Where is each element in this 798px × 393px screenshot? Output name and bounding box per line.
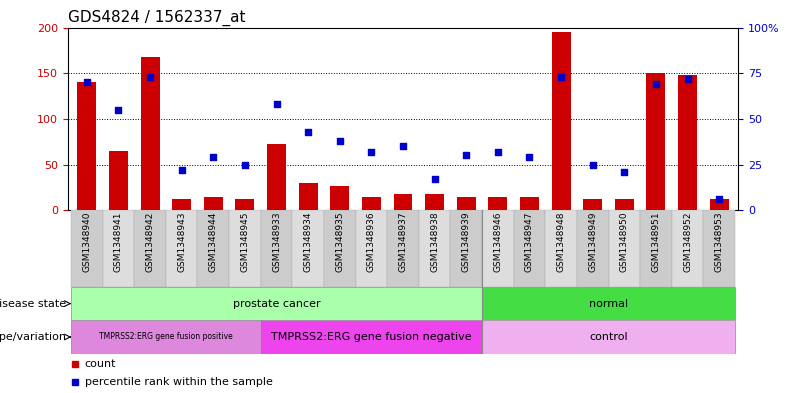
Bar — [577, 210, 609, 287]
Text: GSM1348951: GSM1348951 — [651, 212, 661, 272]
Bar — [330, 187, 350, 210]
Bar — [419, 210, 450, 287]
Point — [176, 167, 188, 173]
Bar — [387, 210, 419, 287]
Bar — [109, 151, 128, 210]
Point — [429, 176, 441, 182]
Point — [271, 101, 283, 107]
Bar — [356, 210, 387, 287]
Bar — [71, 210, 103, 287]
Point — [618, 169, 630, 175]
Bar — [450, 210, 482, 287]
Bar — [166, 210, 197, 287]
Text: GSM1348934: GSM1348934 — [303, 212, 313, 272]
Text: GSM1348938: GSM1348938 — [430, 212, 439, 272]
Text: GSM1348944: GSM1348944 — [209, 212, 218, 272]
Bar — [482, 287, 735, 320]
Point — [713, 196, 725, 202]
Bar — [709, 199, 729, 210]
Bar — [324, 210, 356, 287]
Bar — [172, 199, 192, 210]
Text: TMPRSS2:ERG gene fusion positive: TMPRSS2:ERG gene fusion positive — [99, 332, 233, 342]
Bar — [103, 210, 134, 287]
Text: control: control — [589, 332, 628, 342]
Text: GSM1348935: GSM1348935 — [335, 212, 344, 272]
Point — [587, 162, 599, 168]
Text: GSM1348936: GSM1348936 — [367, 212, 376, 272]
Point — [397, 143, 409, 149]
Text: GSM1348950: GSM1348950 — [620, 212, 629, 272]
Text: GSM1348947: GSM1348947 — [525, 212, 534, 272]
Bar — [298, 183, 318, 210]
Bar — [640, 210, 672, 287]
Bar — [614, 199, 634, 210]
Text: GSM1348942: GSM1348942 — [145, 212, 155, 272]
Text: GDS4824 / 1562337_at: GDS4824 / 1562337_at — [68, 10, 245, 26]
Point — [555, 74, 567, 80]
Text: percentile rank within the sample: percentile rank within the sample — [85, 377, 272, 387]
Bar — [456, 196, 476, 210]
Bar — [267, 145, 286, 210]
Bar — [703, 210, 735, 287]
Text: genotype/variation: genotype/variation — [0, 332, 66, 342]
Point — [112, 107, 124, 113]
Bar — [203, 197, 223, 210]
Bar — [520, 196, 539, 210]
Bar — [514, 210, 545, 287]
Text: GSM1348940: GSM1348940 — [82, 212, 91, 272]
Bar — [261, 320, 482, 354]
Point — [81, 79, 93, 86]
Point — [650, 81, 662, 87]
Bar — [71, 320, 261, 354]
Text: normal: normal — [589, 299, 628, 309]
Bar — [646, 73, 666, 210]
Bar — [77, 83, 97, 210]
Bar — [551, 32, 571, 210]
Bar — [261, 210, 292, 287]
Bar — [134, 210, 166, 287]
Bar — [488, 196, 508, 210]
Bar — [140, 57, 160, 210]
Bar — [482, 210, 514, 287]
Text: GSM1348937: GSM1348937 — [398, 212, 408, 272]
Text: GSM1348952: GSM1348952 — [683, 212, 692, 272]
Point — [523, 154, 535, 160]
Text: GSM1348941: GSM1348941 — [114, 212, 123, 272]
Text: TMPRSS2:ERG gene fusion negative: TMPRSS2:ERG gene fusion negative — [271, 332, 472, 342]
Bar — [609, 210, 640, 287]
Text: disease state: disease state — [0, 299, 66, 309]
Point — [239, 162, 251, 168]
Text: GSM1348939: GSM1348939 — [462, 212, 471, 272]
Bar — [292, 210, 324, 287]
Text: GSM1348943: GSM1348943 — [177, 212, 186, 272]
Bar — [71, 287, 482, 320]
Bar — [678, 75, 697, 210]
Bar — [229, 210, 261, 287]
Text: GSM1348948: GSM1348948 — [556, 212, 566, 272]
Bar — [425, 194, 444, 210]
Text: GSM1348933: GSM1348933 — [272, 212, 281, 272]
Text: prostate cancer: prostate cancer — [233, 299, 320, 309]
Point — [365, 149, 377, 155]
Text: GSM1348949: GSM1348949 — [588, 212, 597, 272]
Point — [334, 138, 346, 144]
Point — [207, 154, 219, 160]
Bar — [393, 194, 413, 210]
Point — [681, 75, 694, 82]
Bar — [361, 196, 381, 210]
Point — [144, 74, 156, 80]
Text: GSM1348945: GSM1348945 — [240, 212, 250, 272]
Point — [492, 149, 504, 155]
Bar — [482, 320, 735, 354]
Text: count: count — [85, 359, 116, 369]
Bar — [235, 199, 255, 210]
Bar — [197, 210, 229, 287]
Bar — [672, 210, 703, 287]
Text: GSM1348953: GSM1348953 — [715, 212, 724, 272]
Point — [460, 152, 472, 158]
Bar — [583, 199, 602, 210]
Text: GSM1348946: GSM1348946 — [493, 212, 503, 272]
Point — [302, 129, 314, 135]
Bar — [545, 210, 577, 287]
